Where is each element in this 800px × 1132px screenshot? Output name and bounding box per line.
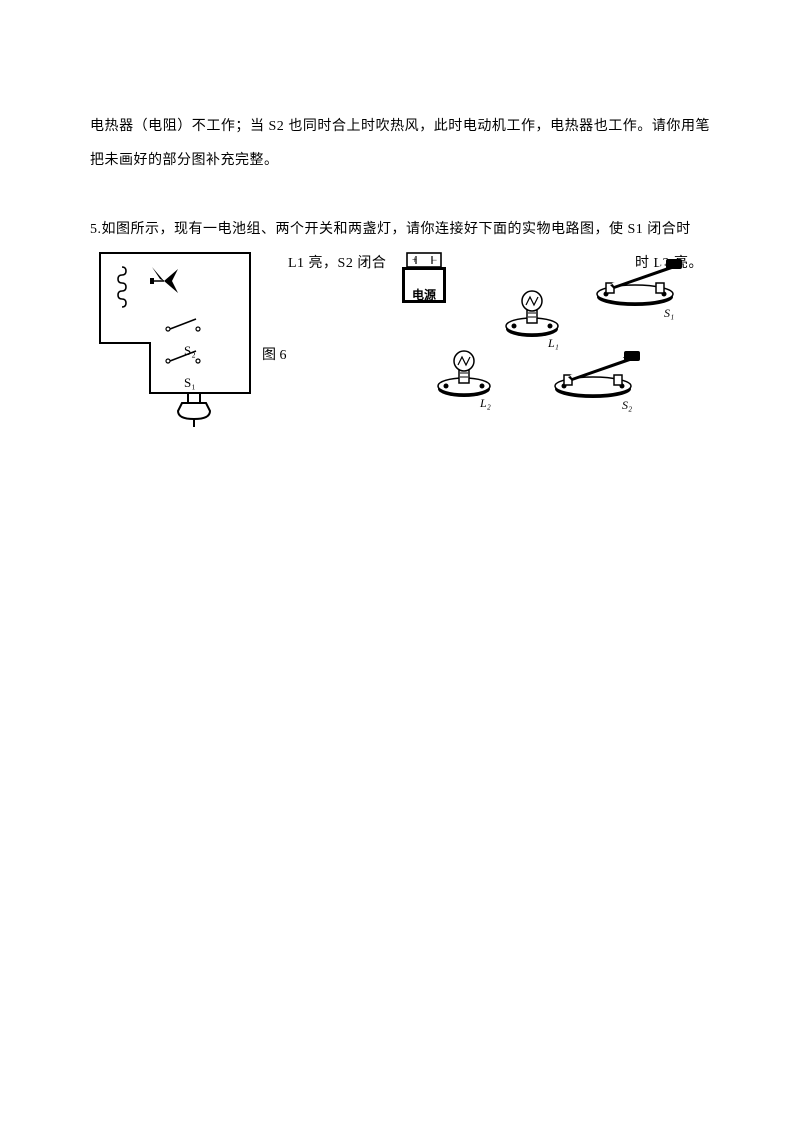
lamp-l1-label: L₁ <box>548 329 559 358</box>
lamp-l2-label: L₂ <box>480 389 491 418</box>
physical-circuit-figure: + − <box>394 247 700 441</box>
physical-components-svg: + − <box>394 247 700 427</box>
question-5-number: 5. <box>90 222 102 237</box>
question-5-mid: L1 亮，S2 闭合 <box>288 247 386 281</box>
question-5-text: 5.如图所示，现有一电池组、两个开关和两盏灯，请你连接好下面的实物电路图，使 S… <box>90 213 710 247</box>
question-5-block: 5.如图所示，现有一电池组、两个开关和两盏灯，请你连接好下面的实物电路图，使 S… <box>90 213 710 473</box>
switch-s1-label: S₁ <box>184 367 196 398</box>
figure-6-caption: 图 6 <box>262 339 287 373</box>
switch-s1-phys-label: S₁ <box>664 299 674 328</box>
paragraph-continuation: 电热器（电阻）不工作；当 S2 也同时合上时吹热风，此时电动机工作，电热器也工作… <box>90 110 710 177</box>
question-5-before: 如图所示，现有一电池组、两个开关和两盏灯，请你连接好下面的实物电路图，使 S1 … <box>102 222 691 237</box>
switch-s2-phys-label: S₂ <box>622 391 632 420</box>
battery-label: 电源 <box>412 281 436 310</box>
switch-s2-label: S₂ <box>184 335 196 366</box>
figure-6: S₂ S₁ 图 6 <box>90 243 290 457</box>
svg-text:−: − <box>432 255 437 265</box>
page-root: 电热器（电阻）不工作；当 S2 也同时合上时吹热风，此时电动机工作，电热器也工作… <box>0 0 800 473</box>
